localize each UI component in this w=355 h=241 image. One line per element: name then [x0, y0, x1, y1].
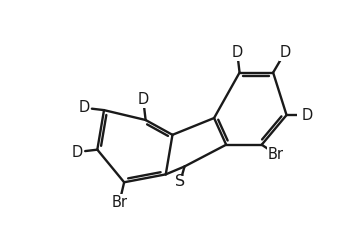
Text: D: D — [138, 92, 149, 107]
Text: D: D — [279, 45, 291, 60]
Text: D: D — [301, 107, 312, 123]
Text: Br: Br — [111, 195, 127, 210]
Text: D: D — [71, 145, 83, 160]
Text: D: D — [231, 45, 243, 60]
Text: Br: Br — [268, 147, 284, 162]
Text: D: D — [78, 100, 89, 115]
Text: S: S — [175, 174, 185, 189]
